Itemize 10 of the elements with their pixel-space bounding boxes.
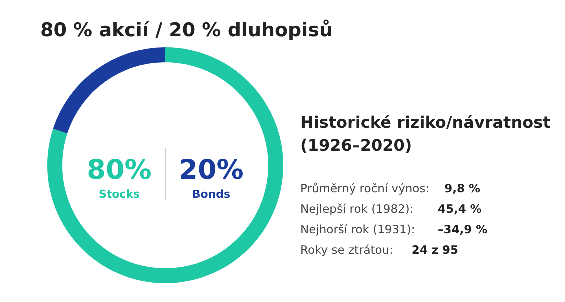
text: Průměrný roční výnos: 9,8 % xyxy=(300,182,481,196)
text: Nejhorší rok (1931): –34,9 % xyxy=(300,222,488,236)
text: Historické riziko/návratnost (1926–2020) xyxy=(300,113,552,155)
data-label: 80% xyxy=(87,155,152,186)
slice-label: Bonds xyxy=(192,188,232,201)
data-label: 20% xyxy=(179,155,244,186)
chart-title: 80 % akcií / 20 % dluhopisů xyxy=(40,20,333,42)
slice-label: Stocks xyxy=(98,188,141,201)
text: Roky se ztrátou: 24 z 95 xyxy=(300,243,459,257)
text: Nejlepší rok (1982): 45,4 % xyxy=(300,202,482,216)
